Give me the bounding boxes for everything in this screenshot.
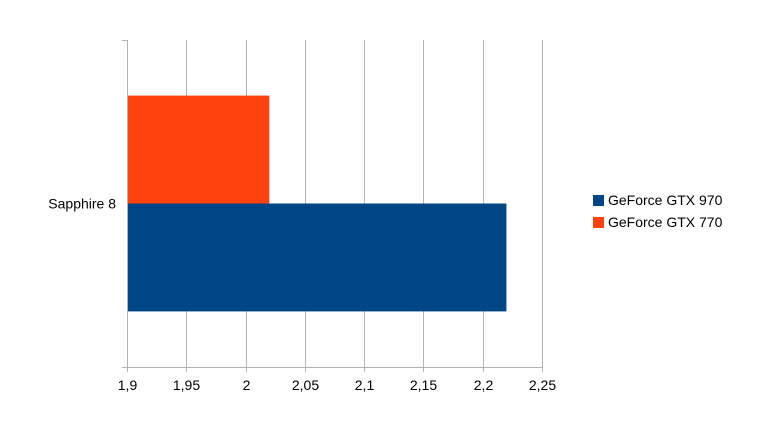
legend-label: GeForce GTX 770 (608, 214, 723, 230)
x-tick-label: 2,2 (474, 377, 494, 393)
x-tick-labels: 1,9 1,95 2 2,05 2,1 2,15 2,2 2,25 (118, 377, 557, 393)
bar-geforce-gtx-970 (127, 203, 507, 312)
x-tick-label: 1,95 (173, 377, 200, 393)
axes (122, 40, 543, 372)
x-tick-label: 2,25 (529, 377, 556, 393)
x-tick-label: 2,15 (410, 377, 437, 393)
category-labels: Sapphire 8 (48, 196, 116, 212)
x-tick-label: 2,1 (355, 377, 375, 393)
legend-item: GeForce GTX 970 (593, 189, 722, 211)
bar-geforce-gtx-770 (127, 95, 270, 204)
x-tick-label: 1,9 (118, 377, 138, 393)
legend-label: GeForce GTX 970 (608, 192, 723, 208)
x-tick-label: 2 (243, 377, 251, 393)
legend-item: GeForce GTX 770 (593, 211, 722, 233)
legend-swatch (593, 194, 604, 206)
bars (127, 95, 507, 312)
legend: GeForce GTX 970 GeForce GTX 770 (593, 189, 722, 233)
category-label: Sapphire 8 (48, 196, 116, 212)
legend-swatch (593, 216, 604, 228)
x-tick-label: 2,05 (292, 377, 319, 393)
